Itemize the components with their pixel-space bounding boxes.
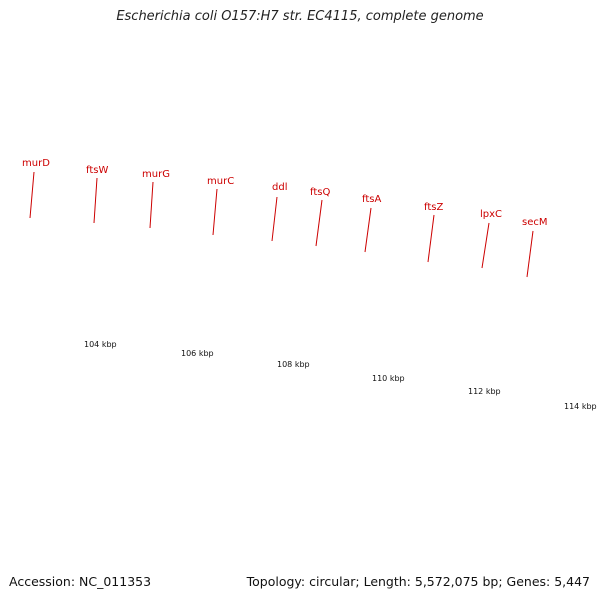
kbp-label: 108 kbp [277,360,310,369]
map-title: Escherichia coli O157:H7 str. EC4115, co… [116,9,484,24]
kbp-label: 114 kbp [564,402,597,411]
kbp-label: 104 kbp [84,340,117,349]
accession-label: Accession: NC_011353 [9,574,152,589]
genome-summary: Topology: circular; Length: 5,572,075 bp… [246,574,590,589]
kbp-label: 106 kbp [181,349,214,358]
gene-label: ftsQ [310,187,330,198]
leader-line [526,230,534,278]
leader-line [212,188,218,236]
leader-line [29,171,35,219]
leader-line [271,196,278,242]
gene-label: murD [22,158,50,169]
leader-line [149,181,154,229]
gene-label: ftsA [362,194,381,205]
gene-label: secM [522,217,548,228]
gene-label: murG [142,169,170,180]
gene-leader-lines [29,171,534,278]
kbp-label: 112 kbp [468,387,501,396]
leader-line [93,177,98,224]
kbp-label: 110 kbp [372,374,405,383]
leader-line [481,222,490,269]
gene-label: ddl [272,182,287,193]
gene-labels: murD ftsW murG murC ddl ftsQ ftsA ftsZ lpxC secM [22,158,548,228]
gene-label: lpxC [480,209,502,220]
gene-label: murC [207,176,234,187]
leader-line [427,214,435,263]
gene-label: ftsZ [424,202,443,213]
leader-line [364,207,372,253]
kbp-scale-labels: 104 kbp 106 kbp 108 kbp 110 kbp 112 kbp 114 k… [84,340,597,411]
leader-line [315,199,323,247]
gene-label: ftsW [86,165,108,176]
